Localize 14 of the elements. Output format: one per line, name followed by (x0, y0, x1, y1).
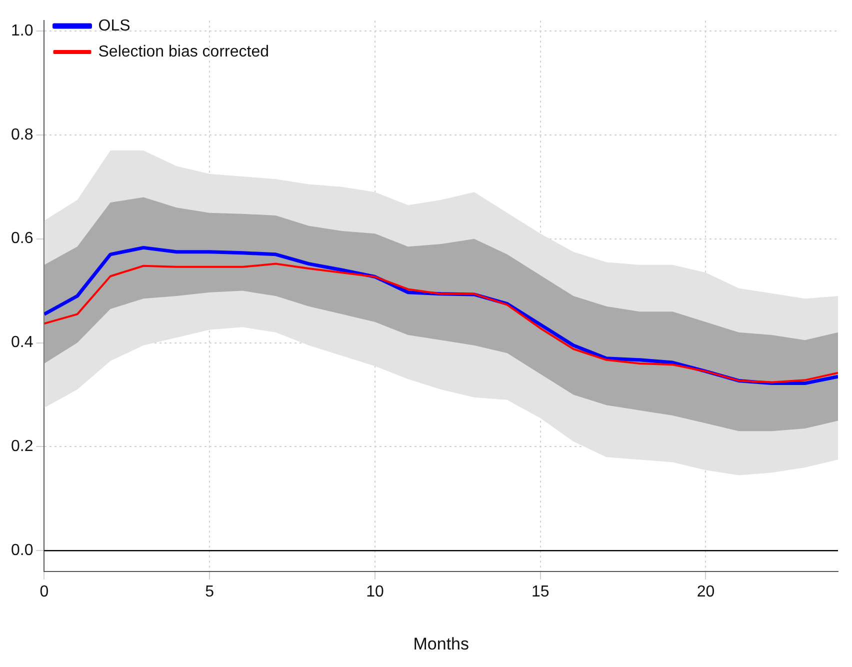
y-tick-label: 0.4 (10, 334, 34, 352)
x-tick-label: 20 (696, 583, 715, 600)
x-tick-label: 0 (40, 583, 49, 600)
x-tick-label: 5 (205, 583, 214, 600)
x-axis-title: Months (413, 634, 469, 654)
legend-label: Selection bias corrected (98, 43, 270, 60)
x-tick-label: 10 (366, 583, 384, 600)
y-tick-label: 0.0 (10, 542, 34, 560)
y-tick-label: 1.0 (10, 22, 34, 40)
legend-label: OLS (98, 17, 130, 34)
y-tick-label: 0.6 (10, 230, 34, 248)
y-tick-label: 0.2 (10, 438, 34, 456)
y-tick-label: 0.8 (10, 126, 34, 144)
x-tick-label: 15 (531, 583, 550, 600)
